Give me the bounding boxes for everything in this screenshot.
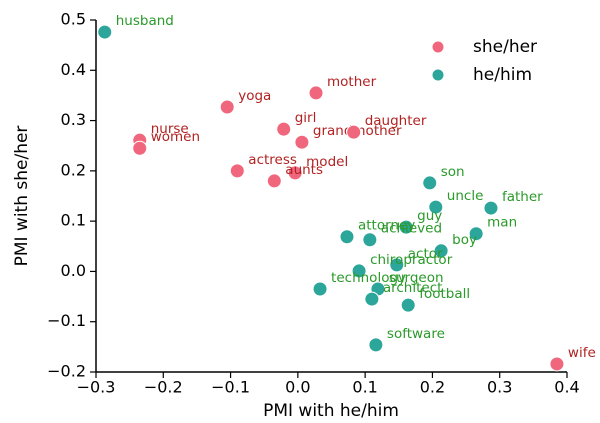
y-axis-label: PMI with she/her — [12, 126, 32, 267]
point-label: husband — [116, 13, 174, 29]
y-tick-label: −0.2 — [47, 362, 86, 381]
point-label: aunts — [285, 162, 323, 178]
y-tick-label: 0.2 — [61, 160, 86, 179]
point-label: football — [419, 286, 470, 302]
point — [389, 257, 405, 273]
legend-marker — [431, 40, 445, 54]
point-label: achieved — [381, 221, 442, 237]
point — [229, 163, 245, 179]
y-tick-label: 0.3 — [61, 110, 86, 129]
point — [287, 165, 303, 181]
y-tick-label: −0.1 — [47, 311, 86, 330]
point — [308, 85, 324, 101]
point — [132, 140, 148, 156]
point-label: girl — [295, 110, 317, 126]
point-label: model — [306, 154, 348, 170]
point — [346, 124, 362, 140]
point-label: boy — [452, 232, 477, 248]
point-label: uncle — [447, 188, 484, 204]
y-tick-label: 0.5 — [61, 10, 86, 29]
point — [549, 356, 565, 372]
legend-label: she/her — [473, 37, 537, 57]
point — [400, 297, 416, 313]
x-tick-label: 0.1 — [352, 378, 377, 397]
point — [266, 173, 282, 189]
x-tick-label: 0.0 — [285, 378, 310, 397]
point-label: daughter — [365, 113, 427, 129]
point — [97, 24, 113, 40]
point-label: software — [387, 326, 445, 342]
point-label: father — [502, 189, 543, 205]
x-tick-label: 0.3 — [487, 378, 512, 397]
x-tick-label: −0.1 — [211, 378, 250, 397]
point-label: chiropractor — [370, 252, 453, 268]
point — [312, 281, 328, 297]
point-label: surgeon — [389, 270, 444, 286]
point — [483, 200, 499, 216]
point — [368, 337, 384, 353]
point — [362, 232, 378, 248]
point-label: son — [441, 164, 465, 180]
y-tick-label: 0.4 — [61, 60, 86, 79]
point — [339, 229, 355, 245]
point-label: yoga — [238, 88, 271, 104]
x-tick-label: −0.2 — [144, 378, 183, 397]
point-label: nurse — [151, 121, 189, 137]
x-tick-label: −0.3 — [77, 378, 116, 397]
y-tick-label: 0.1 — [61, 211, 86, 230]
point — [276, 121, 292, 137]
point — [422, 175, 438, 191]
point-label: attorney — [358, 218, 415, 234]
point — [294, 134, 310, 150]
point — [468, 226, 484, 242]
point — [433, 243, 449, 259]
point — [219, 99, 235, 115]
point-label: mother — [327, 74, 377, 90]
point — [351, 263, 367, 279]
point-label: wife — [568, 345, 596, 361]
point-label: technology — [331, 270, 406, 286]
point-label: actress — [248, 152, 297, 168]
point-label: women — [151, 129, 200, 145]
point — [398, 219, 414, 235]
point-label: guy — [417, 208, 442, 224]
x-axis-label: PMI with he/him — [263, 401, 399, 421]
point-label: man — [487, 215, 517, 231]
point — [364, 291, 380, 307]
x-tick-label: 0.4 — [554, 378, 579, 397]
point-label: actor — [408, 246, 443, 262]
y-tick-label: 0.0 — [61, 261, 86, 280]
x-tick-label: 0.2 — [420, 378, 445, 397]
point — [428, 199, 444, 215]
legend-marker — [431, 68, 445, 82]
legend-label: he/him — [473, 65, 532, 85]
point-label: architect — [383, 280, 443, 296]
